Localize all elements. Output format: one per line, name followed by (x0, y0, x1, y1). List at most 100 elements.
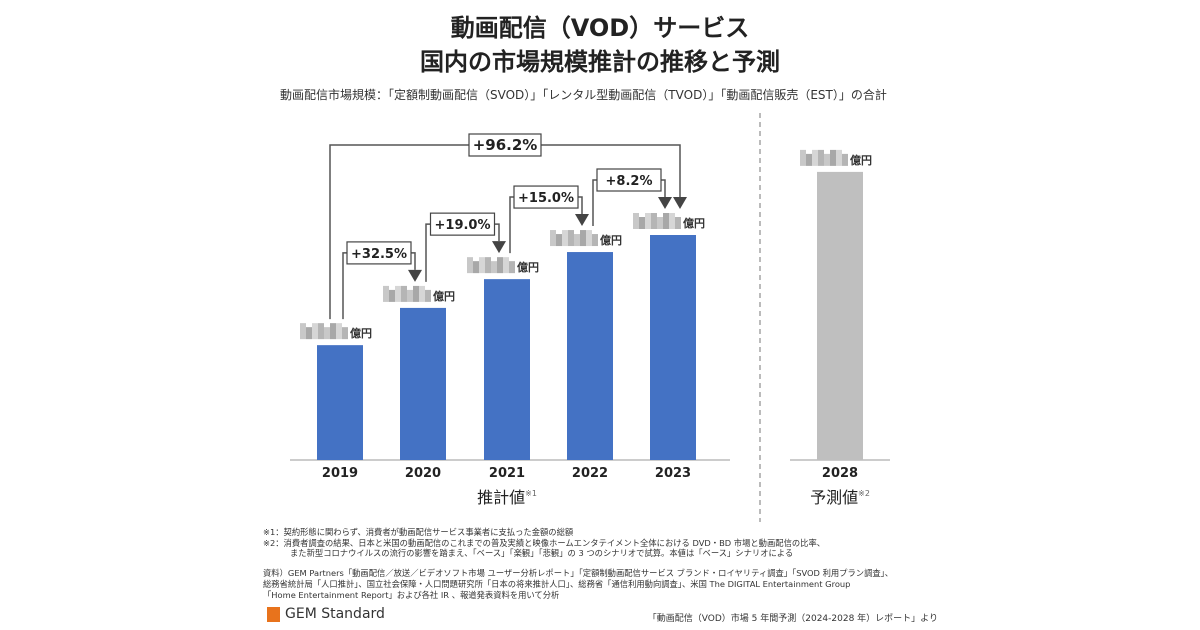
blur-block (401, 285, 407, 302)
blur-block (574, 234, 580, 247)
blur-block (395, 285, 401, 302)
blur-block (556, 234, 562, 247)
note-1: ※1：契約形態に関わらず、消費者が動画配信サービス事業者に支払った金額の総額 (263, 527, 574, 537)
blur-block (663, 213, 669, 229)
blur-block (812, 149, 818, 166)
value-label-obscured-2028 (800, 149, 848, 166)
growth-box (429, 212, 496, 236)
growth-label: +96.2% (473, 136, 538, 154)
blur-block (836, 149, 842, 166)
blur-block (413, 285, 419, 302)
x-tick-2028: 2028 (822, 466, 858, 481)
growth-box (513, 185, 579, 209)
title-line1: 動画配信（VOD）サービス (450, 14, 750, 42)
value-unit-2019: 億円 (350, 326, 372, 340)
growth-label: +32.5% (351, 247, 407, 262)
value-unit-2022: 億円 (600, 233, 622, 247)
blur-block (306, 327, 312, 340)
blur-block (806, 153, 812, 166)
growth-box (468, 133, 542, 157)
blur-block (842, 153, 848, 166)
blur-block (669, 213, 675, 229)
blur-block (580, 230, 586, 247)
value-unit-2023: 億円 (683, 216, 705, 230)
growth-box (346, 241, 412, 265)
blur-block (479, 257, 485, 274)
blur-block (389, 289, 395, 302)
blur-block (300, 323, 306, 340)
blur-block (383, 285, 389, 302)
blur-block (800, 149, 806, 166)
arrow-down-icon (492, 241, 506, 254)
blur-block (425, 289, 431, 302)
arrow-down-icon (658, 197, 672, 209)
source-line: 「Home Entertainment Report」および各社 IR 、報道発… (263, 590, 560, 600)
blur-block (562, 230, 568, 247)
bar-2028 (817, 171, 863, 460)
bar-2019 (317, 345, 363, 460)
arrow-down-icon (575, 214, 589, 227)
bar-2023 (650, 235, 696, 460)
blur-block (657, 217, 663, 229)
blur-block (336, 323, 342, 340)
blur-block (592, 234, 598, 247)
growth-label: +19.0% (435, 218, 491, 233)
x-tick-2022: 2022 (572, 466, 608, 481)
group-label-1: 予測値※2 (810, 488, 870, 507)
blur-block (568, 230, 574, 247)
source-line: 資料）GEM Partners「動画配信／放送／ビデオソフト市場 ユーザー分析レ… (263, 568, 894, 578)
growth-label: +15.0% (518, 191, 574, 206)
footnotes: ※1：契約形態に関わらず、消費者が動画配信サービス事業者に支払った金額の総額 ※… (263, 527, 825, 559)
blur-block (651, 213, 657, 229)
logo-text: GEM Standard (285, 606, 385, 622)
group-label-0: 推計値※1 (477, 488, 537, 507)
value-unit-2020: 億円 (433, 289, 455, 303)
bar-2022 (567, 252, 613, 460)
x-tick-2019: 2019 (322, 466, 358, 481)
value-label-obscured-2020 (383, 285, 431, 302)
blur-block (497, 257, 503, 274)
blur-block (407, 289, 413, 302)
group-note: ※2 (858, 489, 870, 498)
blur-block (312, 323, 318, 340)
x-tick-2023: 2023 (655, 466, 691, 481)
arrow-down-icon (673, 197, 687, 209)
blur-block (818, 149, 824, 166)
group-note: ※1 (525, 489, 537, 498)
gem-standard-logo: GEM Standard (267, 606, 385, 622)
growth-box (596, 168, 662, 192)
blur-block (419, 285, 425, 302)
report-reference: 「動画配信（VOD）市場 5 年間予測（2024-2028 年）レポート」より (647, 614, 938, 624)
blur-block (824, 153, 830, 166)
blur-block (318, 323, 324, 340)
blur-block (503, 257, 509, 274)
note-2: ※2：消費者調査の結果、日本と米国の動画配信のこれまでの普及実績と映像ホームエン… (263, 537, 826, 548)
x-tick-2020: 2020 (405, 466, 441, 481)
value-label-obscured-2021 (467, 257, 515, 274)
bar-2021 (484, 279, 530, 460)
source-line: 総務省統計局「人口推計」、国立社会保障・人口問題研究所「日本の将来推計人口」、総… (263, 579, 851, 589)
blur-block (550, 230, 556, 247)
blur-block (639, 217, 645, 229)
value-unit-2028: 億円 (850, 153, 872, 167)
blur-block (342, 327, 348, 340)
blur-block (473, 261, 479, 274)
blur-block (509, 261, 515, 274)
blur-block (586, 230, 592, 247)
bar-2020 (400, 307, 446, 460)
blur-block (633, 213, 639, 229)
x-tick-2021: 2021 (489, 466, 525, 481)
note-2-cont: また新型コロナウイルスの流行の影響を踏まえ、「ベース」「楽観」「悲観」の 3 つ… (290, 548, 794, 558)
blur-block (830, 149, 836, 166)
title-line2: 国内の市場規模推計の推移と予測 (420, 48, 780, 76)
blur-block (645, 213, 651, 229)
blur-block (675, 217, 681, 229)
value-unit-2021: 億円 (517, 260, 539, 274)
arrow-down-icon (408, 269, 422, 282)
blur-block (485, 257, 491, 274)
blur-block (467, 257, 473, 274)
logo-mark-icon (267, 606, 280, 622)
value-label-obscured-2023 (633, 213, 681, 229)
